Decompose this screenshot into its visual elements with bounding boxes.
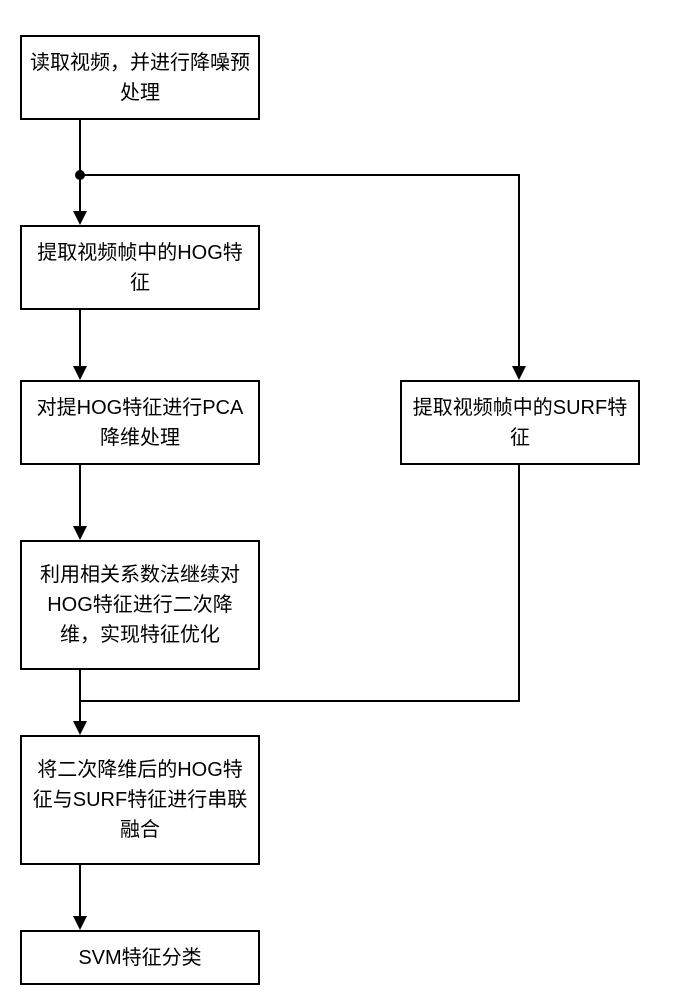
arrow xyxy=(79,670,81,723)
node-pca: 对提HOG特征进行PCA降维处理 xyxy=(20,380,260,465)
node-fusion: 将二次降维后的HOG特征与SURF特征进行串联融合 xyxy=(20,735,260,865)
node-label: 对提HOG特征进行PCA降维处理 xyxy=(30,393,250,453)
arrow xyxy=(79,310,81,368)
arrow xyxy=(79,120,81,213)
arrow xyxy=(80,174,520,176)
arrow-head xyxy=(73,916,87,930)
node-label: 读取视频，并进行降噪预处理 xyxy=(30,48,250,108)
arrow xyxy=(80,700,520,702)
node-label: 将二次降维后的HOG特征与SURF特征进行串联融合 xyxy=(30,755,250,845)
arrow-head xyxy=(512,366,526,380)
arrow xyxy=(518,174,520,368)
arrow xyxy=(518,465,520,702)
node-preprocess: 读取视频，并进行降噪预处理 xyxy=(20,35,260,120)
arrow xyxy=(79,465,81,528)
node-hog-extract: 提取视频帧中的HOG特征 xyxy=(20,225,260,310)
node-label: 利用相关系数法继续对HOG特征进行二次降维，实现特征优化 xyxy=(30,560,250,650)
node-label: 提取视频帧中的HOG特征 xyxy=(30,238,250,298)
arrow xyxy=(79,865,81,918)
arrow-head xyxy=(73,366,87,380)
arrow-head xyxy=(73,721,87,735)
arrow-head xyxy=(73,211,87,225)
node-surf-extract: 提取视频帧中的SURF特征 xyxy=(400,380,640,465)
node-label: SVM特征分类 xyxy=(78,943,201,973)
node-label: 提取视频帧中的SURF特征 xyxy=(410,393,630,453)
node-svm: SVM特征分类 xyxy=(20,930,260,985)
node-second-dim-reduce: 利用相关系数法继续对HOG特征进行二次降维，实现特征优化 xyxy=(20,540,260,670)
arrow-head xyxy=(73,526,87,540)
